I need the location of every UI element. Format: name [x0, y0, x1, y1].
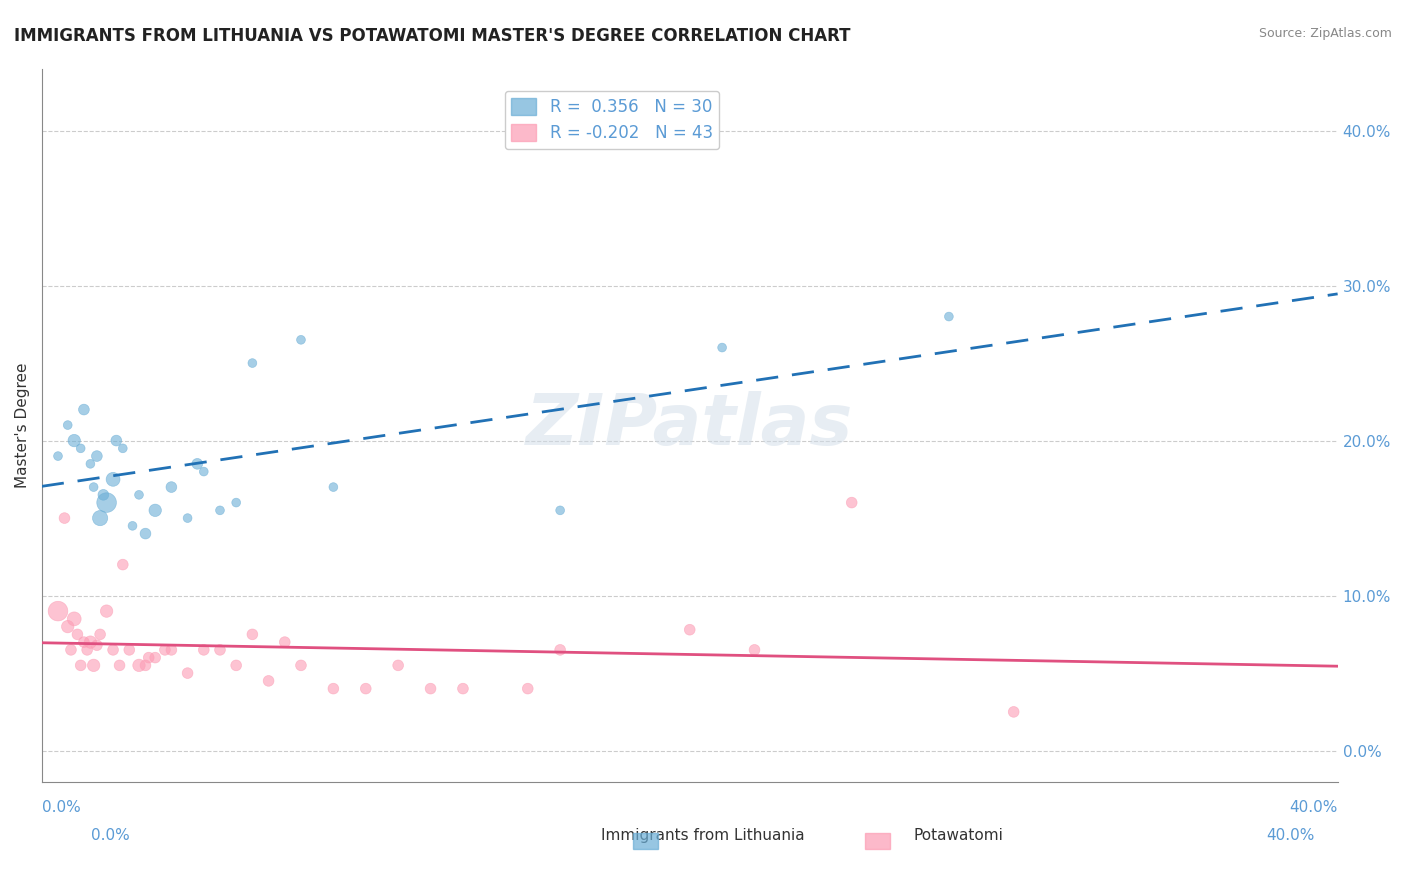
Point: [73, 635, 96, 649]
Point: [93, 488, 115, 502]
Point: [86, 638, 108, 652]
Point: [451, 681, 474, 696]
Text: Potawatomi: Potawatomi: [914, 829, 1004, 843]
Text: 0.0%: 0.0%: [42, 800, 80, 815]
Point: [193, 643, 215, 657]
Point: [242, 627, 264, 641]
Text: Immigrants from Lithuania: Immigrants from Lithuania: [602, 829, 804, 843]
Point: [322, 480, 344, 494]
Point: [83, 658, 105, 673]
Point: [63, 612, 86, 626]
Point: [257, 673, 280, 688]
Point: [354, 681, 377, 696]
Point: [79, 635, 101, 649]
Text: ZIPatlas: ZIPatlas: [526, 391, 853, 459]
Point: [208, 503, 231, 517]
Point: [128, 658, 150, 673]
Point: [69, 442, 91, 456]
Point: [841, 495, 863, 509]
Point: [86, 449, 108, 463]
Point: [208, 643, 231, 657]
Point: [419, 681, 441, 696]
Point: [176, 666, 198, 681]
Point: [56, 418, 79, 433]
Point: [711, 341, 734, 355]
Point: [96, 604, 118, 618]
Text: 0.0%: 0.0%: [91, 829, 131, 843]
Point: [548, 643, 571, 657]
Point: [121, 519, 143, 533]
Point: [679, 623, 702, 637]
Text: IMMIGRANTS FROM LITHUANIA VS POTAWATOMI MASTER'S DEGREE CORRELATION CHART: IMMIGRANTS FROM LITHUANIA VS POTAWATOMI …: [14, 27, 851, 45]
Point: [79, 457, 101, 471]
Point: [69, 658, 91, 673]
Point: [160, 643, 183, 657]
Point: [186, 457, 208, 471]
Point: [153, 643, 176, 657]
Point: [108, 658, 131, 673]
Point: [290, 658, 312, 673]
Point: [160, 480, 183, 494]
Point: [274, 635, 297, 649]
Point: [744, 643, 766, 657]
Point: [225, 658, 247, 673]
Point: [134, 658, 156, 673]
Point: [138, 650, 160, 665]
Point: [111, 558, 134, 572]
Point: [101, 472, 124, 486]
Point: [118, 643, 141, 657]
Point: [290, 333, 312, 347]
Point: [143, 503, 166, 517]
Point: [516, 681, 538, 696]
Point: [176, 511, 198, 525]
Point: [105, 434, 128, 448]
Point: [89, 511, 111, 525]
Point: [193, 465, 215, 479]
Point: [101, 643, 124, 657]
Text: 40.0%: 40.0%: [1267, 829, 1315, 843]
Point: [387, 658, 409, 673]
Point: [548, 503, 571, 517]
Point: [63, 434, 86, 448]
Point: [59, 643, 82, 657]
Point: [322, 681, 344, 696]
Point: [242, 356, 264, 370]
Y-axis label: Master's Degree: Master's Degree: [15, 362, 30, 488]
Point: [134, 526, 156, 541]
Point: [73, 402, 96, 417]
Point: [96, 495, 118, 509]
Point: [143, 650, 166, 665]
Point: [83, 480, 105, 494]
Legend: R =  0.356   N = 30, R = -0.202   N = 43: R = 0.356 N = 30, R = -0.202 N = 43: [505, 91, 720, 149]
Point: [53, 511, 76, 525]
Point: [66, 627, 89, 641]
Point: [128, 488, 150, 502]
Point: [46, 604, 69, 618]
Text: 40.0%: 40.0%: [1289, 800, 1337, 815]
Point: [76, 643, 98, 657]
Point: [225, 495, 247, 509]
Text: Source: ZipAtlas.com: Source: ZipAtlas.com: [1258, 27, 1392, 40]
Point: [938, 310, 960, 324]
Point: [1002, 705, 1025, 719]
Point: [89, 627, 111, 641]
Point: [56, 619, 79, 633]
Point: [111, 442, 134, 456]
Point: [46, 449, 69, 463]
